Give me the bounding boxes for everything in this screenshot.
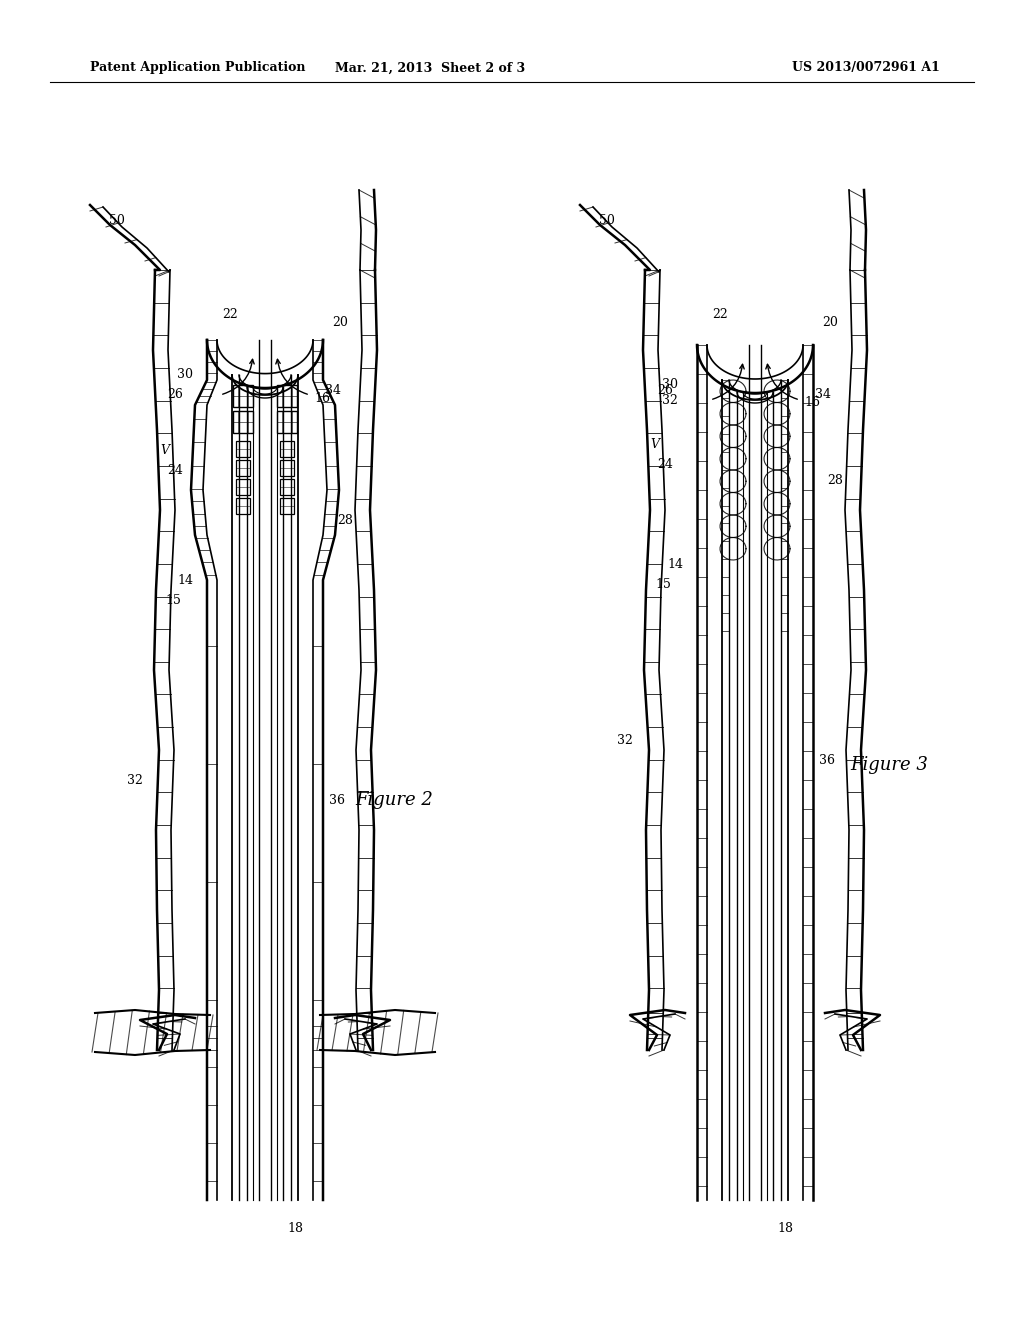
- Bar: [236, 441, 250, 457]
- Text: 32: 32: [127, 774, 143, 787]
- Bar: [280, 479, 294, 495]
- Bar: [280, 498, 294, 513]
- Bar: [278, 385, 297, 407]
- Text: 26: 26: [167, 388, 183, 401]
- Text: 16: 16: [804, 396, 820, 409]
- Text: 50: 50: [599, 214, 615, 227]
- Bar: [233, 411, 253, 433]
- Text: V: V: [650, 438, 659, 451]
- Text: 18: 18: [777, 1221, 793, 1234]
- FancyArrowPatch shape: [766, 364, 798, 399]
- Text: Mar. 21, 2013  Sheet 2 of 3: Mar. 21, 2013 Sheet 2 of 3: [335, 62, 525, 74]
- Text: 34: 34: [815, 388, 831, 401]
- Bar: [278, 411, 297, 433]
- Text: 24: 24: [167, 463, 183, 477]
- FancyArrowPatch shape: [713, 364, 744, 399]
- Text: 30: 30: [662, 379, 678, 392]
- Text: Patent Application Publication: Patent Application Publication: [90, 62, 305, 74]
- Bar: [233, 385, 253, 407]
- Bar: [280, 459, 294, 477]
- Text: 14: 14: [667, 558, 683, 572]
- Text: 20: 20: [332, 315, 348, 329]
- Text: 15: 15: [165, 594, 181, 606]
- Text: 30: 30: [177, 368, 193, 381]
- FancyArrowPatch shape: [222, 359, 254, 395]
- Text: 32: 32: [617, 734, 633, 747]
- Text: Figure 2: Figure 2: [355, 791, 433, 809]
- Text: V: V: [161, 444, 170, 457]
- Text: US 2013/0072961 A1: US 2013/0072961 A1: [793, 62, 940, 74]
- Text: 16: 16: [314, 392, 330, 404]
- FancyArrowPatch shape: [275, 359, 307, 395]
- Text: 24: 24: [657, 458, 673, 471]
- Bar: [236, 498, 250, 513]
- Text: 34: 34: [325, 384, 341, 396]
- Text: 28: 28: [827, 474, 843, 487]
- Text: 36: 36: [329, 793, 345, 807]
- Text: 26: 26: [657, 384, 673, 396]
- Text: 18: 18: [287, 1221, 303, 1234]
- Text: 50: 50: [110, 214, 125, 227]
- Text: 20: 20: [822, 315, 838, 329]
- Text: 36: 36: [819, 754, 835, 767]
- Bar: [236, 459, 250, 477]
- Text: Figure 3: Figure 3: [850, 756, 928, 774]
- Bar: [236, 479, 250, 495]
- Text: 28: 28: [337, 513, 353, 527]
- Text: 22: 22: [712, 309, 728, 322]
- Bar: [280, 441, 294, 457]
- Text: 22: 22: [222, 309, 238, 322]
- Text: 32: 32: [663, 393, 678, 407]
- Text: 14: 14: [177, 573, 193, 586]
- Text: 15: 15: [655, 578, 671, 591]
